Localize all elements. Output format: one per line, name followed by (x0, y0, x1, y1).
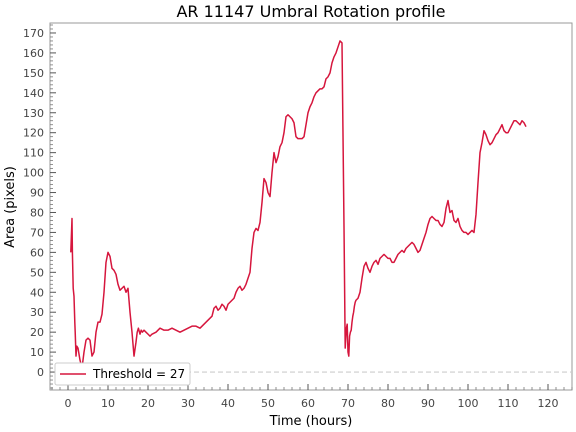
y-tick-label: 120 (23, 127, 44, 140)
legend: Threshold = 27 (54, 362, 191, 386)
x-axis-label: Time (hours) (269, 414, 353, 429)
y-tick-label: 30 (30, 306, 44, 319)
y-tick-label: 170 (23, 27, 44, 40)
y-tick-label: 80 (30, 206, 44, 219)
series-group (70, 40, 527, 369)
x-tick-label: 40 (221, 397, 235, 410)
y-tick-label: 160 (23, 47, 44, 60)
y-tick-label: 60 (30, 246, 44, 259)
y-tick-label: 90 (30, 187, 44, 200)
y-tick-label: 100 (23, 167, 44, 180)
y-tick-label: 50 (30, 266, 44, 279)
y-tick-label: 0 (37, 366, 44, 379)
series-line-threshold-27 (70, 40, 527, 369)
x-tick-label: 100 (458, 397, 479, 410)
y-axis: 0 10 20 30 40 50 60 70 80 90 100 110 120 130 140 150 160… (23, 24, 56, 389)
x-tick-label: 70 (341, 397, 355, 410)
legend-box (54, 362, 191, 386)
y-axis-label: Area (pixels) (3, 166, 18, 248)
y-tick-label: 40 (30, 286, 44, 299)
x-tick-label: 0 (65, 397, 72, 410)
y-tick-label: 150 (23, 67, 44, 80)
x-tick-label: 110 (498, 397, 519, 410)
x-tick-label: 30 (181, 397, 195, 410)
x-tick-label: 90 (421, 397, 435, 410)
y-tick-label: 130 (23, 107, 44, 120)
x-tick-label: 80 (381, 397, 395, 410)
x-tick-label: 120 (538, 397, 559, 410)
x-tick-label: 20 (141, 397, 155, 410)
x-axis: 0 10 20 30 40 50 60 70 80 90 100 110 120 (51, 384, 573, 410)
legend-label: Threshold = 27 (92, 367, 185, 381)
y-tick-label: 10 (30, 346, 44, 359)
y-tick-label: 140 (23, 87, 44, 100)
plot-frame (49, 22, 573, 391)
x-tick-label: 10 (101, 397, 115, 410)
x-tick-label: 50 (261, 397, 275, 410)
y-tick-label: 110 (23, 147, 44, 160)
x-tick-label: 60 (301, 397, 315, 410)
y-tick-label: 20 (30, 326, 44, 339)
chart-title: AR 11147 Umbral Rotation profile (176, 2, 445, 21)
y-tick-label: 70 (30, 226, 44, 239)
